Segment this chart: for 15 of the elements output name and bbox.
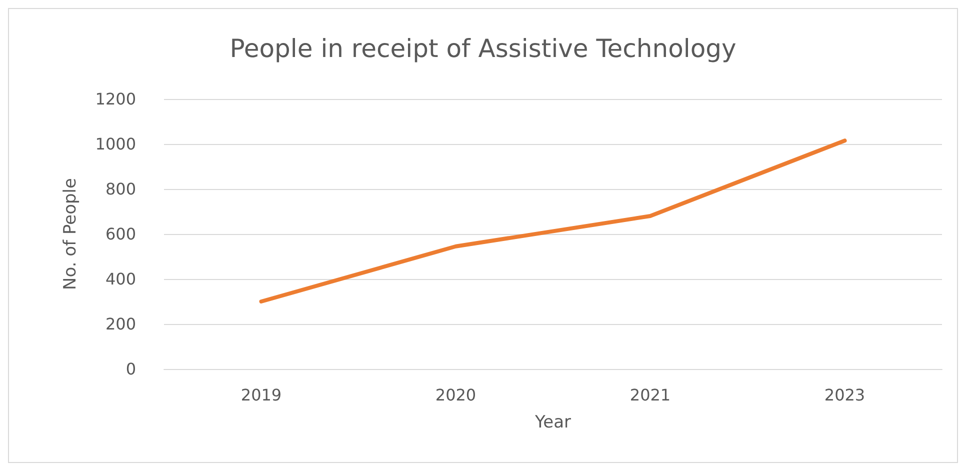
y-tick-label: 600 xyxy=(105,224,136,244)
x-tick-label: 2019 xyxy=(240,386,282,404)
line-series xyxy=(259,138,847,304)
y-tick-label: 800 xyxy=(105,180,136,198)
y-tick-label: 200 xyxy=(105,314,136,334)
x-tick-label: 2020 xyxy=(435,386,476,404)
y-tick-label: 1000 xyxy=(95,134,136,154)
y-tick-label: 1200 xyxy=(95,90,136,108)
chart-title: People in receipt of Assistive Technology xyxy=(230,34,737,63)
y-axis-title: No. of People xyxy=(60,178,80,290)
x-tick-label: 2023 xyxy=(824,386,866,404)
y-tick-label: 0 xyxy=(126,360,136,378)
x-tick-label: 2021 xyxy=(630,386,671,404)
y-tick-label: 400 xyxy=(105,270,136,288)
x-axis-title: Year xyxy=(534,412,572,432)
